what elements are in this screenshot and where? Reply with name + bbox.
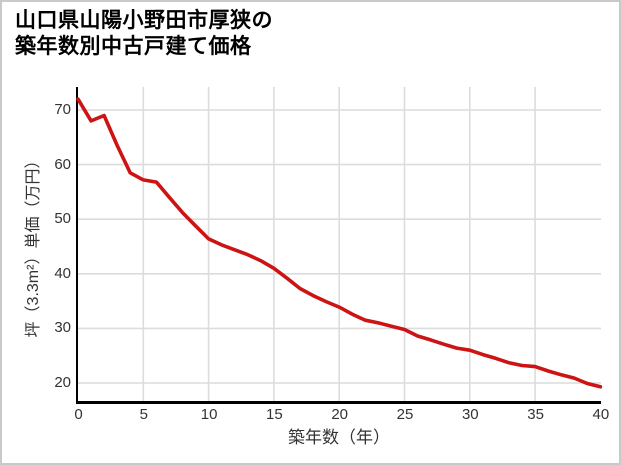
x-tick-label-25: 25 — [396, 406, 414, 423]
y-tick-label-20: 20 — [54, 374, 71, 391]
x-tick-label-15: 15 — [266, 406, 283, 423]
y-tick-label-70: 70 — [54, 101, 71, 118]
chart-title: 山口県山陽小野田市厚狭の 築年数別中古戸建て価格 — [15, 8, 273, 60]
x-tick-label-30: 30 — [461, 406, 479, 423]
x-tick-label-20: 20 — [331, 406, 349, 423]
y-tick-label-50: 50 — [54, 210, 71, 228]
x-tick-label-35: 35 — [527, 406, 544, 423]
x-tick-label-5: 5 — [139, 406, 148, 423]
x-tick-label-0: 0 — [74, 406, 83, 423]
chart-title-line-2: 築年数別中古戸建て価格 — [15, 35, 252, 58]
plot-area — [76, 87, 603, 404]
y-tick-label-30: 30 — [54, 319, 71, 337]
y-tick-label-40: 40 — [54, 264, 71, 282]
line-chart-canvas — [76, 87, 603, 401]
chart-title-line-1: 山口県山陽小野田市厚狭の — [15, 9, 273, 32]
x-axis-label: 築年数（年） — [288, 428, 390, 447]
x-tick-label-10: 10 — [200, 406, 218, 423]
price-line-series — [76, 97, 603, 389]
x-tick-label-40: 40 — [592, 406, 610, 423]
y-tick-label-60: 60 — [54, 155, 71, 173]
y-axis-label: 坪（3.3m²）単価（万円） — [25, 152, 42, 338]
